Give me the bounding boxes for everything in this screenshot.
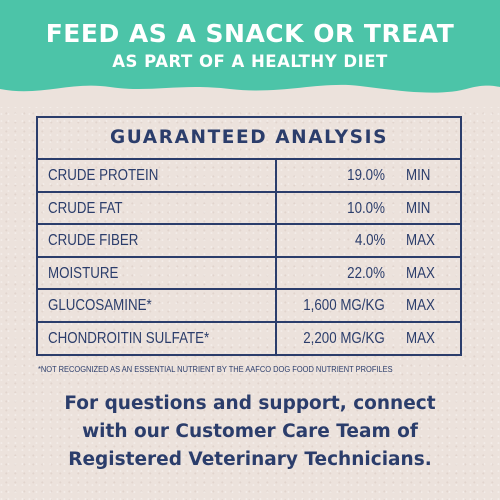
nutrient-name: MOISTURE [48,264,119,282]
nutrient-name: CRUDE FIBER [48,232,139,250]
banner-headline: FEED AS A SNACK OR TREAT [45,19,455,48]
support-line: Registered Veterinary Technicians. [68,449,432,470]
column-divider [275,192,277,224]
nutrient-name: CRUDE FAT [48,199,123,217]
table-row: CHONDROITIN SULFATE* 2,200 MG/KG MAX [38,322,460,356]
nutrient-amount: 22.0% [347,264,385,282]
table-row: CRUDE FIBER 4.0% MAX [38,225,460,258]
nutrient-name: CHONDROITIN SULFATE* [48,329,210,347]
table-row: MOISTURE 22.0% MAX [38,257,460,291]
guaranteed-analysis-table: GUARANTEED ANALYSIS CRUDE PROTEIN 19.0% … [36,116,462,356]
banner-wave-edge [0,84,500,107]
table-row: CRUDE FAT 10.0% MIN [38,192,460,226]
footnote: *NOT RECOGNIZED AS AN ESSENTIAL NUTRIENT… [38,364,393,374]
nutrient-qualifier: MAX [406,264,435,282]
nutrient-amount: 2,200 MG/KG [303,329,385,347]
banner-subheadline: AS PART OF A HEALTHY DIET [112,52,388,71]
nutrient-qualifier: MIN [406,199,431,217]
nutrient-amount: 10.0% [347,199,385,217]
top-banner: FEED AS A SNACK OR TREAT AS PART OF A HE… [0,0,500,107]
nutrient-amount: 4.0% [354,232,385,250]
support-line: For questions and support, connect [64,393,436,414]
nutrient-amount: 1,600 MG/KG [303,297,385,315]
nutrient-qualifier: MAX [406,329,435,347]
nutrient-name: GLUCOSAMINE* [48,297,152,315]
nutrient-qualifier: MAX [406,297,435,315]
table-row: CRUDE PROTEIN 19.0% MIN [38,160,460,193]
nutrient-name: CRUDE PROTEIN [48,167,159,184]
support-message: For questions and support, connect with … [0,390,500,474]
column-divider [275,290,277,321]
table-title: GUARANTEED ANALYSIS [38,118,460,160]
nutrient-qualifier: MAX [406,232,435,250]
column-divider [275,160,277,191]
nutrient-qualifier: MIN [406,167,431,184]
column-divider [275,225,277,256]
table-row: GLUCOSAMINE* 1,600 MG/KG MAX [38,290,460,323]
nutrient-amount: 19.0% [347,167,385,184]
column-divider [275,322,277,356]
column-divider [275,257,277,289]
support-line: with our Customer Care Team of [82,421,418,442]
